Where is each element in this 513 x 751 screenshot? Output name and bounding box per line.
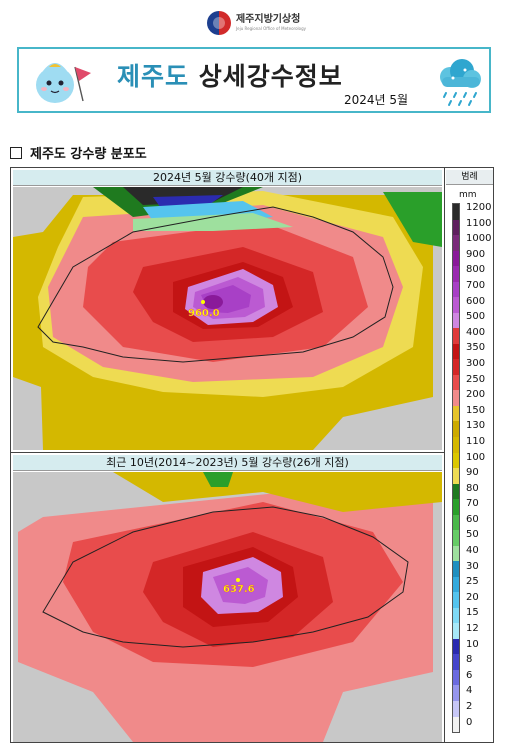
map-divider [11,452,444,453]
legend-swatch [453,514,459,531]
legend-swatch [453,235,459,251]
legend-swatch [453,281,459,298]
legend-title: 범례 [446,170,493,185]
rain-cloud-icon [440,59,481,106]
legend-level-label: 80 [466,482,479,494]
legend-level-label: 1000 [466,233,492,245]
legend-swatch [453,204,459,220]
map2-caption: 최근 10년(2014~2023년) 5월 강수량(26개 지점) [13,455,442,471]
rainfall-figure: 2024년 5월 강수량(40개 지점) 960.0 최근 10년(2014~2… [10,167,494,743]
report-date: 2024년 5월 [344,93,409,107]
legend-level-label: 6 [466,669,473,681]
legend-swatch [453,716,459,733]
legend-level-label: 700 [466,279,486,291]
legend-level-label: 350 [466,342,486,354]
legend-level-label: 0 [466,716,473,728]
banner-title: 제주도 상세강수정보 [117,57,343,93]
agency-logo-icon [206,11,231,35]
legend-level-label: 10 [466,638,479,650]
legend-color-bar [452,203,460,733]
rainfall-map-2024: 960.0 [13,187,442,450]
legend-level-label: 800 [466,264,486,276]
legend-swatch [453,468,459,484]
legend-swatch [453,499,459,515]
legend-unit: mm [459,190,477,200]
legend-level-label: 2 [466,701,473,712]
legend-swatch [453,685,459,701]
checkbox-square-icon [10,146,22,159]
legend-swatch [453,701,459,717]
legend-level-label: 50 [466,529,479,541]
legend-swatch [453,530,459,546]
legend-level-label: 600 [466,295,486,307]
map1-caption: 2024년 5월 강수량(40개 지점) [13,170,442,186]
legend-level-label: 250 [466,373,486,385]
legend-swatch [453,374,459,391]
legend-swatch [453,623,459,639]
legend-swatch [453,250,459,267]
legend-level-label: 300 [466,357,486,369]
legend-level-label: 70 [466,498,479,510]
legend-level-label: 20 [466,591,479,603]
section-title: 제주도 강수량 분포도 [30,147,147,162]
legend-swatch [453,669,459,686]
title-jeju: 제주도 [117,62,190,91]
legend-swatch [453,343,459,360]
legend-swatch [453,266,459,282]
legend-level-label: 1100 [466,217,492,229]
legend-level-label: 150 [466,404,486,416]
legend-level-label: 130 [466,420,486,432]
legend-swatch [453,436,459,453]
legend-swatch [453,405,459,422]
title-detail: 상세강수정보 [198,62,343,91]
legend-level-label: 8 [466,654,473,666]
peak-label-10yr: 637.6 [223,584,255,595]
section-heading: 제주도 강수량 분포도 [10,143,147,162]
legend-level-label: 1200 [466,202,492,213]
legend-level-label: 30 [466,560,479,572]
legend-swatch [453,483,459,500]
legend-swatch [453,576,459,593]
legend-level-label: 900 [466,248,486,260]
legend-swatch [453,297,459,313]
legend-swatch [453,592,459,608]
peak-label-2024: 960.0 [188,308,220,319]
mascot-icon [36,63,91,103]
legend-level-label: 15 [466,607,479,619]
legend-swatch [453,312,459,329]
legend-level-label: 40 [466,545,479,557]
legend-swatch [453,561,459,577]
legend-level-label: 200 [466,389,486,401]
legend-level-label: 60 [466,513,479,525]
legend-swatch [453,607,459,624]
agency-name: 제주지방기상청 [235,14,301,25]
legend-level-label: 400 [466,326,486,338]
legend-level-label: 110 [466,435,486,447]
legend-swatch [453,654,459,670]
legend-level-label: 12 [466,623,479,635]
legend-level-label: 500 [466,311,486,323]
legend-level-label: 100 [466,451,486,463]
agency-subtitle: Jeju Regional Office of Meteorology [235,26,307,31]
legend-swatch [453,390,459,406]
legend-swatch [453,219,459,236]
legend-swatch [453,452,459,469]
legend-level-label: 90 [466,467,479,479]
legend-swatch [453,359,459,375]
legend-swatch [453,638,459,655]
rainfall-map-10yr: 637.6 [13,472,442,742]
agency-text: 제주지방기상청 Jeju Regional Office of Meteorol… [236,15,306,31]
legend-level-label: 4 [466,685,473,697]
legend-level-label: 25 [466,576,479,588]
legend-swatch [453,421,459,437]
legend-swatch [453,545,459,562]
legend-labels: 1200 1100 1000 900 800 700 600 500 400 350 300 250 2… [466,203,496,733]
title-banner: 제주도 상세강수정보 2024년 5월 [17,47,491,113]
legend-swatch [453,328,459,344]
agency-header: 제주지방기상청 Jeju Regional Office of Meteorol… [0,6,513,40]
legend-divider [444,168,445,742]
